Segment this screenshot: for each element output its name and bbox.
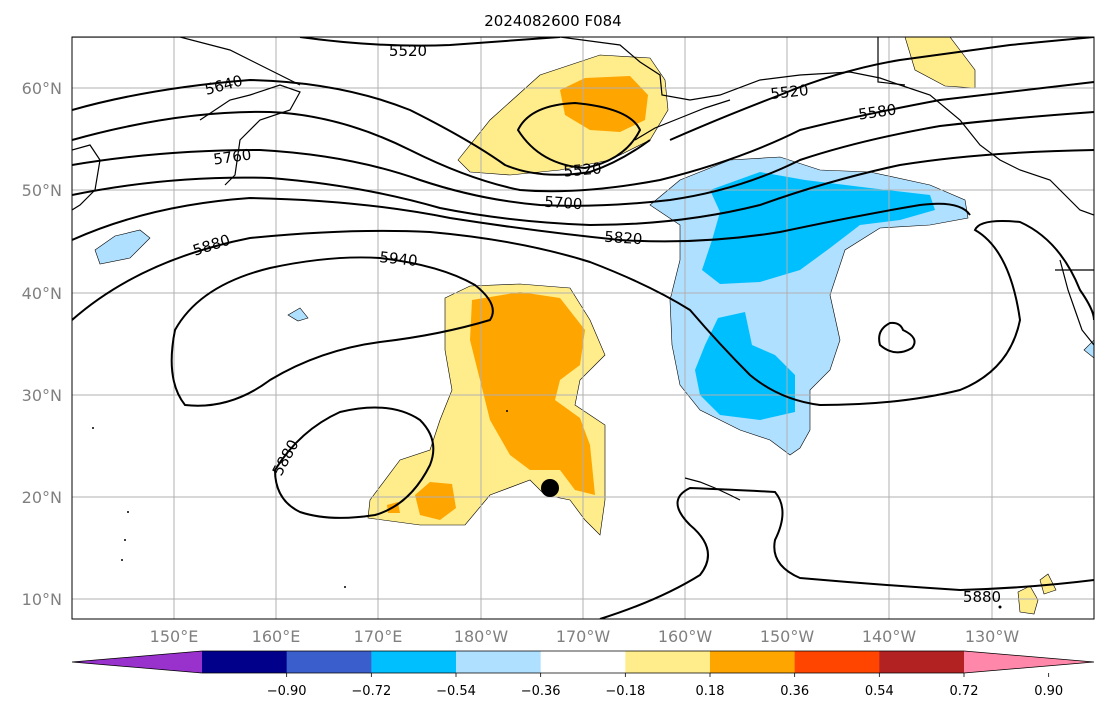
contour-line xyxy=(72,196,971,243)
positive-anomaly-core xyxy=(415,482,456,520)
colorbar-tick-label: −0.54 xyxy=(436,684,476,699)
colorbar-extend-high xyxy=(964,651,1094,673)
contour-line xyxy=(516,101,642,170)
contour-label: 5520 xyxy=(770,81,810,103)
contour-line xyxy=(72,111,1094,207)
contour-line xyxy=(72,220,1094,407)
contour-line xyxy=(299,37,561,47)
kamchatka-coast xyxy=(199,84,301,186)
contour-line xyxy=(599,486,1094,619)
contour-label: 5760 xyxy=(212,145,252,168)
contour-label: 5940 xyxy=(379,248,419,270)
colorbar-tick-label: 0.36 xyxy=(780,684,809,699)
lon-label: 170°E xyxy=(354,627,403,646)
negative-anomaly-core xyxy=(695,312,795,420)
kamchatka-coast xyxy=(72,144,101,211)
lon-label: 160°E xyxy=(252,627,301,646)
alaska-border xyxy=(877,37,906,86)
colorbar-segment xyxy=(286,651,372,673)
colorbar-segment xyxy=(794,651,880,673)
negative-anomaly-area xyxy=(287,307,309,322)
positive-anomaly-core xyxy=(560,76,648,132)
contour-line xyxy=(72,81,1094,193)
contour-label: 5700 xyxy=(544,193,583,214)
hawaii-islands xyxy=(684,477,741,501)
colorbar-segment xyxy=(202,651,288,673)
negative-anomaly-core xyxy=(702,172,935,284)
contour-label: 5880 xyxy=(963,588,1001,606)
colorbar-tick-label: −0.72 xyxy=(351,684,391,699)
positive-anomaly-core xyxy=(470,292,595,495)
colorbar-tick-label: 0.54 xyxy=(865,684,894,699)
contour-line xyxy=(72,149,1094,227)
contour-label: 5580 xyxy=(857,100,897,123)
asia-coast xyxy=(72,37,301,86)
colorbar-segment xyxy=(456,651,542,673)
latitude-labels: 10°N 20°N 30°N 40°N 50°N 60°N xyxy=(22,79,62,609)
colorbar-extend-low xyxy=(72,651,202,673)
gridlines xyxy=(72,37,1094,619)
alaska-coast xyxy=(559,37,1094,216)
negative-anomaly-area xyxy=(1083,339,1094,359)
colorbar: −0.90 −0.72 −0.54 −0.36 −0.18 0.18 0.36 0.54 0.7… xyxy=(71,650,1095,699)
negative-anomaly-area xyxy=(94,229,151,265)
colorbar-tick-label: 0.72 xyxy=(950,684,979,699)
lat-label: 40°N xyxy=(22,284,62,303)
contour-line xyxy=(170,256,494,407)
colorbar-outline xyxy=(71,650,1095,674)
colorbar-segment xyxy=(625,651,711,673)
lat-label: 60°N xyxy=(22,79,62,98)
map-frame xyxy=(71,36,1095,620)
colorbar-tick-label: 0.18 xyxy=(696,684,725,699)
contour-line xyxy=(72,78,651,176)
contour-line xyxy=(273,406,435,519)
longitude-labels: 150°E 160°E 170°E 180°W 170°W 160°W 150°… xyxy=(150,627,1020,646)
contour-label: 5520 xyxy=(389,42,427,60)
colorbar-segment xyxy=(540,651,626,673)
colorbar-tick-label: 0.90 xyxy=(1034,684,1063,699)
colorbar-tick-label: −0.36 xyxy=(521,684,561,699)
lat-label: 20°N xyxy=(22,488,62,507)
lon-label: 170°W xyxy=(556,627,611,646)
typhoon-center-marker xyxy=(541,479,559,497)
lat-label: 30°N xyxy=(22,386,62,405)
contour-label: 5520 xyxy=(563,159,603,180)
lon-label: 150°W xyxy=(760,627,815,646)
colorbar-segment xyxy=(879,651,965,673)
lon-label: 180°W xyxy=(454,627,509,646)
lon-label: 130°W xyxy=(965,627,1020,646)
map-area: 5520 5640 5520 5580 5760 5520 5700 5820 … xyxy=(72,37,1094,619)
coastlines xyxy=(72,37,1094,609)
colorbar-segment xyxy=(371,651,457,673)
map-title: 2024082600 F084 xyxy=(484,12,621,30)
alaska-peninsula xyxy=(634,99,731,141)
colorbar-tick-label: −0.90 xyxy=(267,684,307,699)
lat-label: 10°N xyxy=(22,590,62,609)
contour-line xyxy=(878,321,916,354)
lon-label: 140°W xyxy=(862,627,917,646)
colorbar-tick-label: −0.18 xyxy=(605,684,645,699)
na-west-coast xyxy=(1059,259,1094,346)
lat-label: 50°N xyxy=(22,181,62,200)
lon-label: 150°E xyxy=(150,627,199,646)
lon-label: 160°W xyxy=(658,627,713,646)
colorbar-segment xyxy=(710,651,796,673)
height-contours xyxy=(72,37,1094,619)
contour-line xyxy=(669,37,1094,141)
contour-label: 5820 xyxy=(604,228,643,249)
